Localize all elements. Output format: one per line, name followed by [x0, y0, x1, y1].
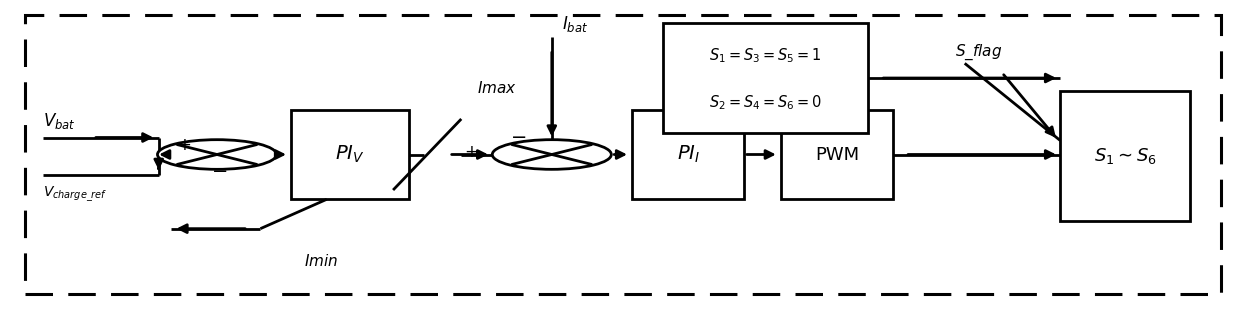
Bar: [632, 110, 744, 199]
Text: −: −: [212, 162, 228, 181]
Text: $Imax$: $Imax$: [477, 80, 517, 96]
Text: $Imin$: $Imin$: [304, 253, 339, 269]
Text: $S\_flag$: $S\_flag$: [955, 42, 1002, 62]
Text: −: −: [511, 128, 527, 147]
Text: $PI_I$: $PI_I$: [677, 144, 699, 165]
Text: +: +: [465, 142, 479, 161]
Text: $S_2{=}S_4{=}S_6{=}0$: $S_2{=}S_4{=}S_6{=}0$: [709, 93, 822, 112]
Bar: [291, 110, 409, 199]
Circle shape: [492, 140, 611, 169]
Text: $V_{charge\_ref}$: $V_{charge\_ref}$: [43, 185, 108, 204]
Bar: [663, 23, 868, 133]
Bar: [781, 110, 893, 199]
Text: $I_{bat}$: $I_{bat}$: [562, 14, 588, 34]
Text: $S_1{=}S_3{=}S_5{=}1$: $S_1{=}S_3{=}S_5{=}1$: [709, 47, 822, 66]
Bar: [1060, 91, 1190, 221]
Text: PWM: PWM: [815, 146, 859, 163]
Circle shape: [157, 140, 277, 169]
Text: $S_1{\sim}S_6$: $S_1{\sim}S_6$: [1094, 146, 1157, 166]
Text: $PI_V$: $PI_V$: [336, 144, 365, 165]
Text: $V_{bat}$: $V_{bat}$: [43, 111, 76, 130]
Text: +: +: [177, 136, 191, 154]
